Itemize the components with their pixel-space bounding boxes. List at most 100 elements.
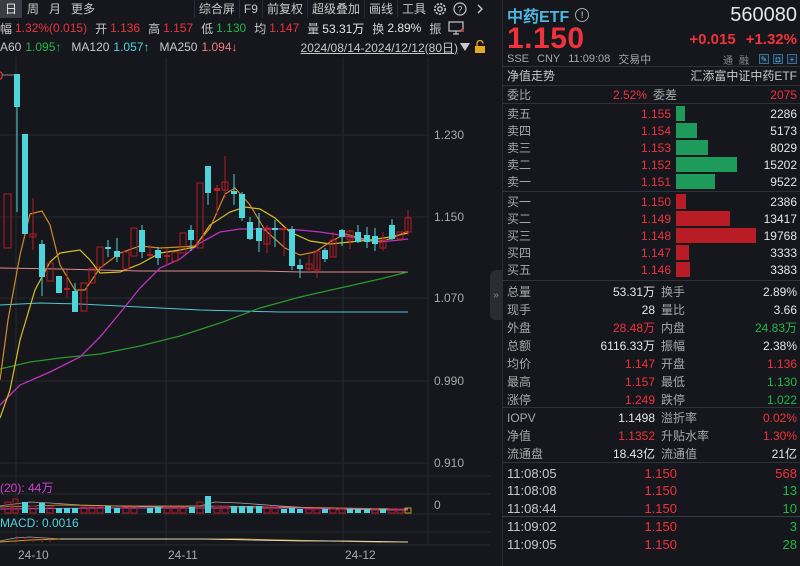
bid-2-row[interactable]: 买二 1.149 13417 [507,210,797,227]
stats-row: 最高 1.157 最低 1.130 [507,373,797,390]
draw-line-button[interactable]: 画线 [363,0,397,18]
bid-4-volume: 3333 [770,245,797,260]
bid-4-row[interactable]: 买四 1.147 3333 [507,244,797,261]
ma60-label: A60 [0,40,22,54]
ask-1-bar [676,174,715,189]
period-more[interactable]: 更多 [71,2,96,16]
inner-volume-value: 24.83万 [754,321,797,335]
bid-5-label: 买五 [507,263,532,277]
ma120-label: MA120 [71,40,110,54]
x-tick-dec: 24-12 [345,548,376,562]
ask-5-row[interactable]: 卖五 1.155 2286 [507,105,797,122]
float-shares-label: 流通盘 [507,447,544,461]
chevron-right-icon[interactable] [472,0,488,18]
nav-trend-row[interactable]: 净值走势 汇添富中证中药ETF [507,67,797,84]
date-range-selector[interactable]: 2024/08/14-2024/12/12(80日) [300,40,458,55]
stats-row: 外盘 28.48万 内盘 24.83万 [507,319,797,336]
ask-4-price: 1.154 [640,123,671,138]
ask-5-price: 1.155 [640,106,671,121]
etf-stats-row: IOPV 1.1498 溢折率 0.02% [507,409,797,426]
bid-1-row[interactable]: 买一 1.150 2386 [507,193,797,210]
tick-row: 11:09:05 1.150 28 [507,536,797,553]
stats-row: 均价 1.147 开盘 1.136 [507,355,797,372]
low-value: 1.130 [216,21,247,35]
super-overlay-button[interactable]: 超级叠加 [306,0,364,18]
inner-volume-label: 内盘 [661,321,686,335]
etf-stats-row: 流通盘 18.43亿 流通值 21亿 [507,445,797,462]
kline-chart[interactable] [0,57,490,566]
total-volume-value: 53.31万 [612,285,655,299]
ask-3-label: 卖三 [507,141,532,155]
x-tick-oct: 24-10 [18,548,49,562]
gear-icon[interactable] [432,0,448,18]
discount-rate-value: 1.30% [762,428,797,443]
y-tick-1150: 1.150 [434,210,465,224]
ask-3-row[interactable]: 卖三 1.153 8029 [507,139,797,156]
float-shares-value: 18.43亿 [612,447,655,461]
iopv-value: 1.1498 [618,410,655,425]
moving-average-line: A60 1.095↑ MA120 1.057↑ MA250 1.094↓ 202… [0,38,490,56]
low-price-value: 1.130 [766,374,797,389]
ask-1-row[interactable]: 卖一 1.151 9522 [507,173,797,190]
avg-price-label: 均价 [507,357,532,371]
bid-5-row[interactable]: 买五 1.146 3383 [507,261,797,278]
ask-2-label: 卖二 [507,158,532,172]
ask-1-label: 卖一 [507,175,532,189]
total-amount-label: 总额 [507,339,532,353]
unlock-icon[interactable] [474,40,486,54]
tick-volume: 28 [782,537,797,552]
plus-icon[interactable]: + [787,54,797,64]
ask-4-row[interactable]: 卖四 1.154 5173 [507,122,797,139]
order-ratio-value: 2.52% [612,87,647,102]
high-price-value: 1.157 [624,374,655,389]
collapse-panel-handle[interactable]: » [490,270,502,320]
ask-2-row[interactable]: 卖二 1.152 15202 [507,156,797,173]
period-week[interactable]: 周 [27,2,40,16]
tick-row: 11:08:05 1.150 568 [507,465,797,482]
volume-zero-tick: 0 [434,498,441,512]
tick-row: 11:08:44 1.150 10 [507,500,797,517]
bid-1-price: 1.150 [640,194,671,209]
nav-label: 净值 [507,429,532,443]
y-tick-1070: 1.070 [434,291,465,305]
bid-2-price: 1.149 [640,211,671,226]
bid-4-bar [676,245,689,260]
bid-3-row[interactable]: 买三 1.148 19768 [507,227,797,244]
forward-adjust-button[interactable]: 前复权 [261,0,307,18]
macd-indicator-label: MACD: 0.0016 [0,516,79,530]
stock-name[interactable]: 中药ETF [507,9,570,26]
turnover-value: 2.89% [387,21,422,35]
ask-4-volume: 5173 [770,123,797,138]
tick-time: 11:09:05 [507,537,557,552]
nav-trend-label[interactable]: 净值走势 [507,69,556,83]
bid-3-price: 1.148 [640,228,671,243]
info-icon[interactable]: ! [575,8,590,22]
monitor-icon[interactable] [448,21,464,35]
stats-row: 总量 53.31万 换手 2.89% [507,283,797,300]
price-row: 1.150 +0.015 +1.32% [507,22,797,55]
etf-stats-row: 净值 1.1352 升贴水率 1.30% [507,427,797,444]
dropdown-triangle-icon[interactable] [460,42,470,52]
bid-4-price: 1.147 [640,245,671,260]
turnover-rate-value: 2.89% [762,284,797,299]
tools-button[interactable]: 工具 [396,0,430,18]
tick-time: 11:08:44 [507,501,557,516]
period-day[interactable]: 日 [0,0,23,18]
bell-icon[interactable]: ◘ [773,54,783,64]
pencil-icon[interactable]: ✎ [759,54,769,64]
amplitude-value: 2.38% [762,338,797,353]
f9-button[interactable]: F9 [238,0,262,18]
tick-price: 1.150 [644,483,677,498]
bid-3-bar [676,228,756,243]
composite-screen-button[interactable]: 综合屏 [193,0,239,18]
limit-up-label: 涨停 [507,393,532,407]
bid-3-volume: 19768 [763,228,797,243]
open-value: 1.136 [110,21,141,35]
ma250-label: MA250 [159,40,198,54]
help-icon[interactable]: ? [452,0,468,18]
price-change: +0.015 [689,30,736,48]
bid-5-price: 1.146 [640,262,671,277]
svg-text:?: ? [457,5,462,15]
period-month[interactable]: 月 [49,2,62,16]
quote-summary-line: 幅 1.32%(0.015) 开 1.136 高 1.157 低 1.130 均… [0,19,490,37]
